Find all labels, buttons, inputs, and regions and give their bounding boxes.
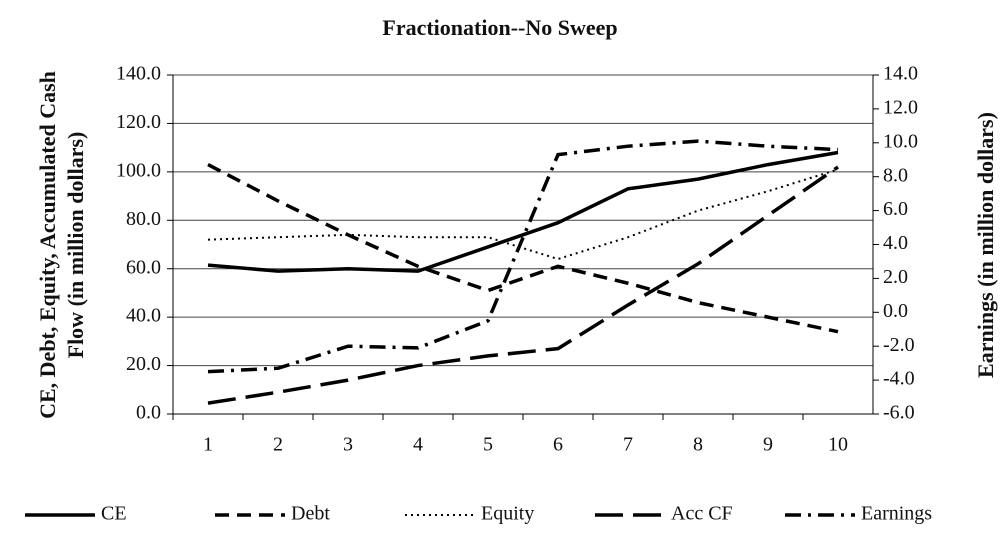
y2-tick-label: 14.0 [883, 63, 918, 85]
y2-axis-title: Earnings (in million dollars) [973, 112, 998, 378]
y2-tick-label: 0.0 [883, 300, 908, 322]
x-tick-label: 10 [828, 434, 848, 456]
chart-title: Fractionation--No Sweep [382, 15, 617, 40]
y-tick-label: 120.0 [116, 111, 161, 133]
legend-label: Acc CF [671, 503, 733, 525]
y-tick-label: 0.0 [136, 402, 161, 424]
y-tick-label: 20.0 [126, 353, 161, 375]
y2-tick-label: -6.0 [883, 402, 915, 424]
y-tick-label: 100.0 [116, 159, 161, 181]
y-axis-title: Flow (in million dollars) [63, 132, 88, 359]
y-tick-label: 140.0 [116, 63, 161, 85]
y2-tick-label: 6.0 [883, 198, 908, 220]
y2-tick-label: -4.0 [883, 368, 915, 390]
x-tick-label: 3 [343, 434, 353, 456]
y2-tick-label: -2.0 [883, 334, 915, 356]
y-tick-label: 60.0 [126, 256, 161, 278]
series-line [207, 150, 839, 273]
x-tick-label: 2 [273, 434, 283, 456]
series-line [207, 165, 839, 405]
legend-label: CE [101, 503, 127, 525]
series-line [207, 163, 839, 334]
x-tick-label: 4 [413, 434, 423, 456]
y2-tick-label: 4.0 [883, 232, 908, 254]
legend-label: Earnings [861, 503, 932, 525]
y2-tick-label: 2.0 [883, 266, 908, 288]
y2-tick-label: 8.0 [883, 164, 908, 186]
x-tick-label: 1 [203, 434, 213, 456]
series-line [207, 139, 839, 374]
y-axis-title: CE, Debt, Equity, Accumulated Cash [35, 71, 60, 419]
series-line [207, 168, 839, 261]
y2-tick-label: 12.0 [883, 96, 918, 118]
legend-label: Equity [481, 503, 534, 525]
y-tick-label: 40.0 [126, 305, 161, 327]
x-tick-label: 6 [553, 434, 563, 456]
y2-tick-label: 10.0 [883, 130, 918, 152]
x-tick-label: 9 [763, 434, 773, 456]
x-tick-label: 5 [483, 434, 493, 456]
x-tick-label: 7 [623, 434, 633, 456]
y-tick-label: 80.0 [126, 208, 161, 230]
legend-label: Debt [291, 503, 330, 525]
x-tick-label: 8 [693, 434, 703, 456]
